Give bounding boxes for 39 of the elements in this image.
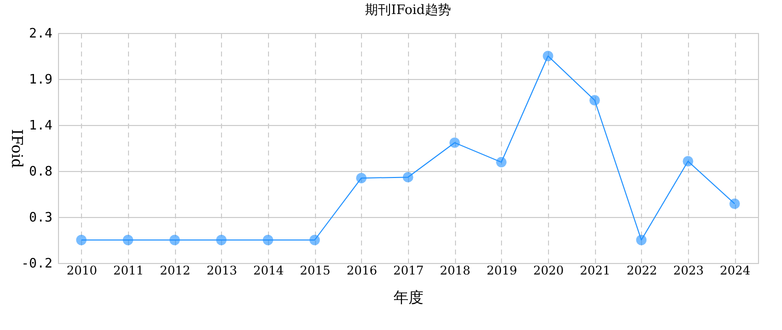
point — [76, 234, 87, 246]
y-tick-label: -0.2 — [21, 256, 52, 272]
x-tick-label: 2019 — [486, 264, 518, 278]
x-tick-label: 2023 — [673, 264, 704, 278]
y-tick-label: 0.8 — [29, 164, 52, 180]
x-axis-title: 年度 — [394, 288, 424, 306]
point — [636, 234, 647, 246]
point — [729, 198, 740, 209]
x-tick-label: 2013 — [206, 264, 238, 278]
x-tick-label: 2010 — [66, 264, 98, 278]
point — [122, 234, 134, 246]
chart-title: 期刊IFoid趋势 — [365, 3, 451, 18]
x-tick-label: 2014 — [253, 264, 284, 278]
x-tick-label: 2018 — [440, 264, 470, 278]
x-tick-label: 2024 — [720, 264, 751, 278]
point — [216, 234, 227, 246]
x-tick-label: 2012 — [160, 264, 190, 278]
y-axis-title: IFoid — [8, 129, 26, 168]
point — [356, 172, 367, 184]
x-tick-label: 2011 — [113, 264, 144, 278]
point — [262, 234, 274, 246]
x-tick-label: 2020 — [533, 264, 564, 278]
y-tick-label: 0.3 — [29, 210, 52, 226]
x-tick-label: 2017 — [393, 264, 424, 278]
y-tick-label: 2.4 — [29, 26, 53, 42]
x-tick-label: 2015 — [300, 264, 330, 278]
point — [169, 234, 180, 246]
point — [496, 156, 507, 168]
x-tick-label: 2021 — [580, 264, 610, 278]
point — [449, 137, 460, 148]
point — [589, 94, 600, 106]
y-tick-label: 1.9 — [29, 72, 52, 88]
point — [402, 172, 414, 182]
x-tick-label: 2016 — [346, 264, 378, 278]
y-tick-label: 1.4 — [29, 118, 53, 134]
point — [309, 234, 320, 246]
point — [682, 156, 694, 167]
x-tick-label: 2022 — [626, 264, 658, 278]
point — [542, 50, 554, 62]
